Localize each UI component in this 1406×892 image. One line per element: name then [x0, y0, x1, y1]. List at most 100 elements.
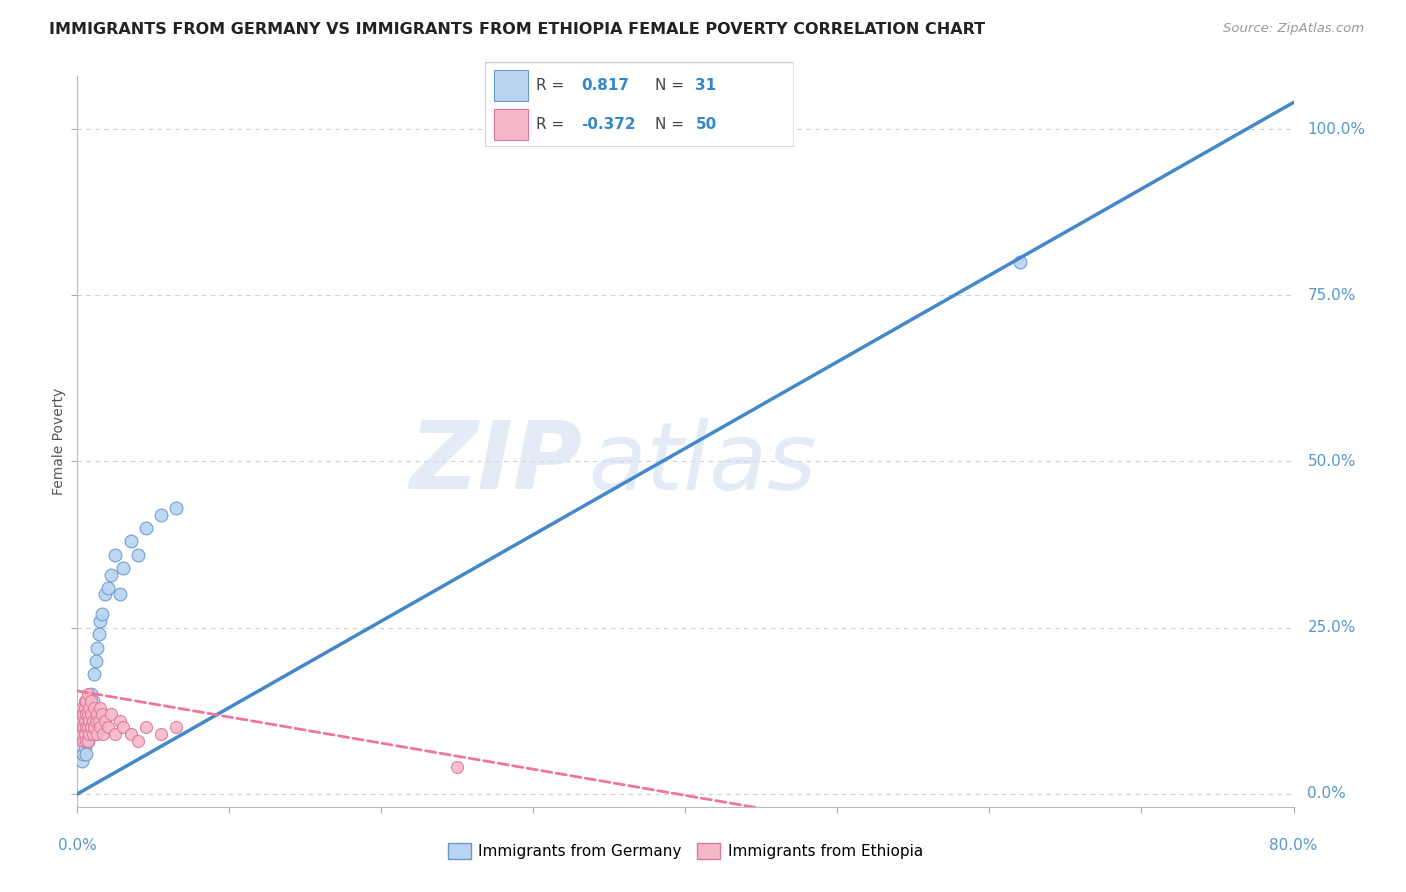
Point: [104, 727, 127, 741]
Point: [70, 700, 93, 714]
Y-axis label: Female Poverty: Female Poverty: [52, 388, 66, 495]
Point: [70, 714, 93, 728]
Text: 80.0%: 80.0%: [1270, 838, 1317, 853]
Point: [69, 721, 91, 735]
Point: [72, 747, 94, 761]
Text: N =: N =: [655, 78, 689, 93]
Point: [75, 747, 97, 761]
Text: 0.817: 0.817: [581, 78, 628, 93]
Point: [89, 700, 111, 714]
Point: [77, 721, 100, 735]
Text: 50: 50: [696, 117, 717, 132]
Point: [165, 721, 187, 735]
Point: [73, 740, 96, 755]
Text: R =: R =: [536, 78, 569, 93]
Point: [91, 727, 114, 741]
Point: [87, 714, 110, 728]
Point: [104, 548, 127, 562]
Text: R =: R =: [536, 117, 569, 132]
Point: [73, 714, 96, 728]
Point: [127, 733, 149, 747]
Point: [80, 721, 103, 735]
Point: [111, 721, 134, 735]
Point: [70, 754, 93, 768]
Point: [77, 733, 100, 747]
Point: [77, 721, 100, 735]
Point: [149, 727, 172, 741]
Point: [80, 687, 103, 701]
Point: [79, 727, 101, 741]
Text: 100.0%: 100.0%: [1308, 121, 1365, 136]
Point: [89, 614, 111, 628]
Point: [75, 721, 97, 735]
Text: atlas: atlas: [588, 418, 817, 509]
Text: 31: 31: [696, 78, 717, 93]
Point: [87, 627, 110, 641]
Point: [73, 694, 96, 708]
Text: ZIP: ZIP: [409, 417, 582, 509]
Point: [83, 667, 105, 681]
Text: Source: ZipAtlas.com: Source: ZipAtlas.com: [1223, 22, 1364, 36]
Point: [83, 700, 105, 714]
Point: [83, 721, 105, 735]
Point: [73, 727, 96, 741]
Point: [446, 760, 468, 774]
Point: [72, 707, 94, 722]
Point: [135, 521, 157, 535]
Point: [86, 727, 108, 741]
Point: [70, 727, 93, 741]
Point: [100, 707, 122, 722]
Point: [80, 700, 103, 714]
Point: [69, 707, 91, 722]
Point: [73, 733, 96, 747]
Point: [82, 727, 104, 741]
Point: [72, 733, 94, 747]
Point: [108, 587, 131, 601]
Point: [80, 707, 103, 722]
Point: [97, 721, 120, 735]
Text: N =: N =: [655, 117, 689, 132]
Text: 25.0%: 25.0%: [1308, 620, 1355, 635]
Text: 50.0%: 50.0%: [1308, 454, 1355, 469]
Point: [165, 501, 187, 516]
Point: [73, 700, 96, 714]
Text: 0.0%: 0.0%: [58, 838, 97, 853]
Point: [84, 714, 107, 728]
Point: [120, 727, 142, 741]
Point: [72, 721, 94, 735]
Bar: [495, 109, 529, 139]
Point: [77, 707, 100, 722]
Point: [79, 707, 101, 722]
Point: [79, 700, 101, 714]
Point: [86, 640, 108, 655]
Text: IMMIGRANTS FROM GERMANY VS IMMIGRANTS FROM ETHIOPIA FEMALE POVERTY CORRELATION C: IMMIGRANTS FROM GERMANY VS IMMIGRANTS FR…: [49, 22, 986, 37]
Point: [84, 654, 107, 668]
Point: [111, 561, 134, 575]
Point: [86, 707, 108, 722]
Point: [75, 707, 97, 722]
Point: [97, 581, 120, 595]
Point: [75, 733, 97, 747]
Point: [90, 707, 112, 722]
Point: [79, 714, 101, 728]
Point: [100, 567, 122, 582]
Point: [1008, 255, 1031, 269]
Point: [149, 508, 172, 522]
Point: [108, 714, 131, 728]
Point: [79, 721, 101, 735]
Point: [89, 721, 111, 735]
Point: [82, 694, 104, 708]
Point: [82, 714, 104, 728]
Point: [135, 721, 157, 735]
Text: 0.0%: 0.0%: [1308, 787, 1346, 801]
Text: 75.0%: 75.0%: [1308, 288, 1355, 302]
Point: [75, 694, 97, 708]
Point: [77, 687, 100, 701]
Point: [120, 534, 142, 549]
Bar: [495, 70, 529, 101]
Point: [90, 607, 112, 622]
Point: [75, 727, 97, 741]
Point: [77, 733, 100, 747]
Point: [127, 548, 149, 562]
Text: -0.372: -0.372: [581, 117, 636, 132]
